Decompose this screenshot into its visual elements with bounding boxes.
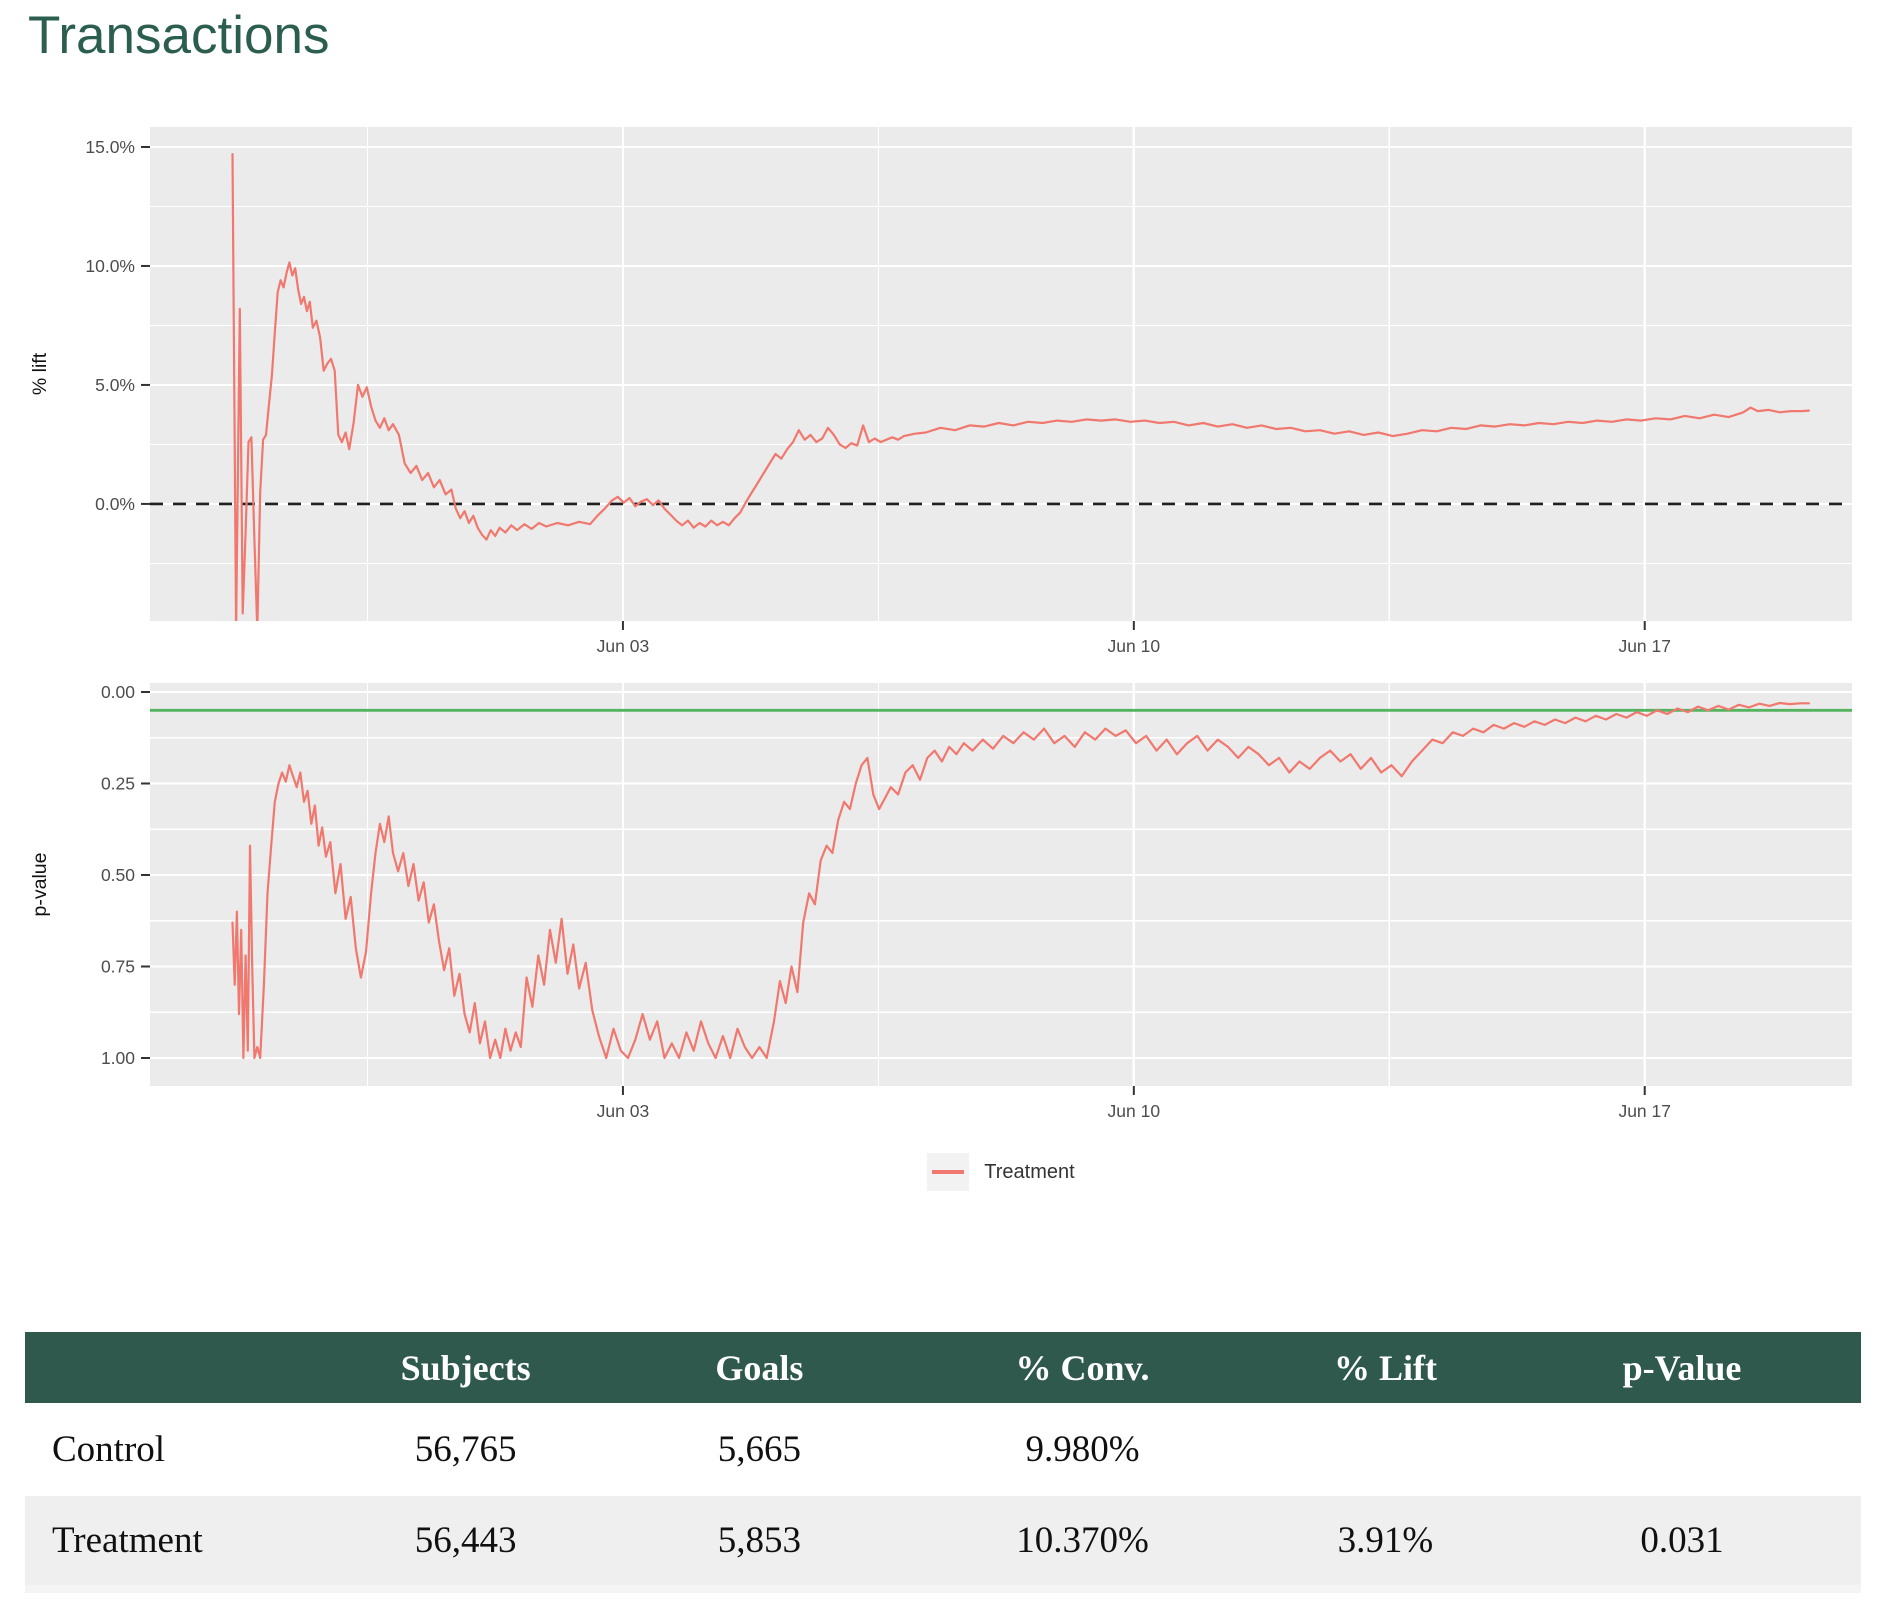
legend-label: Treatment xyxy=(984,1160,1075,1183)
lift-chart: 0.0% 5.0% 10.0% 15.0% Jun 03 Jun 10 Jun 17 % li… xyxy=(29,127,1852,656)
x-tick-label: Jun 10 xyxy=(1108,1101,1161,1121)
y-axis-title: % lift xyxy=(29,352,51,395)
x-tick-label: Jun 03 xyxy=(597,1101,650,1121)
treatment-pvalue-highlight: 0.031 xyxy=(1502,1496,1861,1593)
table-row-treatment: Treatment 56,443 5,853 10.370% 3.91% 0.0… xyxy=(25,1496,1861,1593)
treatment-line xyxy=(231,701,1811,1060)
chart-legend: Treatment xyxy=(150,1153,1852,1191)
column-header-blank xyxy=(25,1332,310,1403)
y-tick-label: 0.25 xyxy=(101,774,135,794)
table-row-control: Control 56,765 5,665 9.980% xyxy=(25,1403,1861,1496)
control-lift xyxy=(1267,1403,1503,1496)
column-header-conv: % Conv. xyxy=(897,1332,1268,1403)
column-header-pvalue: p-Value xyxy=(1502,1332,1861,1403)
gridlines xyxy=(150,683,1852,1086)
treatment-conv: 10.370% xyxy=(897,1496,1268,1593)
column-header-goals: Goals xyxy=(621,1332,898,1403)
legend-key-swatch xyxy=(927,1153,970,1191)
y-tick-label: 0.50 xyxy=(101,865,135,885)
y-axis-title: p-value xyxy=(29,853,51,917)
treatment-goals: 5,853 xyxy=(621,1496,898,1593)
axis-labels: 0.00 0.25 0.50 0.75 1.00 Jun 03 Jun 10 Jun 17 xyxy=(101,682,1671,1121)
treatment-label: Treatment xyxy=(25,1496,310,1593)
y-tick-label: 10.0% xyxy=(85,256,135,276)
treatment-subjects: 56,443 xyxy=(309,1496,622,1593)
page-title: Transactions xyxy=(28,6,330,65)
column-header-subjects: Subjects xyxy=(309,1332,622,1403)
plot-area xyxy=(150,127,1852,621)
x-tick-label: Jun 03 xyxy=(597,636,650,656)
gridlines xyxy=(150,127,1852,621)
control-goals: 5,665 xyxy=(621,1403,898,1496)
y-tick-label: 0.75 xyxy=(101,957,135,977)
legend-key-line-icon xyxy=(932,1170,965,1174)
y-tick-label: 5.0% xyxy=(95,375,135,395)
control-pvalue xyxy=(1502,1403,1861,1496)
x-tick-label: Jun 17 xyxy=(1618,636,1671,656)
control-subjects: 56,765 xyxy=(309,1403,622,1496)
column-header-lift: % Lift xyxy=(1267,1332,1503,1403)
x-tick-label: Jun 10 xyxy=(1108,636,1161,656)
control-conv: 9.980% xyxy=(897,1403,1268,1496)
control-label: Control xyxy=(25,1403,310,1496)
treatment-line xyxy=(231,153,1811,621)
results-table-header: Subjects Goals % Conv. % Lift p-Value xyxy=(25,1332,1861,1403)
y-tick-label: 0.00 xyxy=(101,682,135,702)
y-tick-label: 1.00 xyxy=(101,1048,135,1068)
plot-area xyxy=(150,683,1852,1086)
axis-labels: 0.0% 5.0% 10.0% 15.0% Jun 03 Jun 10 Jun 17 xyxy=(85,137,1671,656)
treatment-lift-highlight: 3.91% xyxy=(1267,1496,1503,1593)
y-tick-label: 15.0% xyxy=(85,137,135,157)
y-tick-label: 0.0% xyxy=(95,494,135,514)
pvalue-chart: 0.00 0.25 0.50 0.75 1.00 Jun 03 Jun 10 Jun 17 p-… xyxy=(29,682,1852,1121)
results-table: Subjects Goals % Conv. % Lift p-Value Co… xyxy=(25,1332,1861,1593)
x-tick-label: Jun 17 xyxy=(1618,1101,1671,1121)
